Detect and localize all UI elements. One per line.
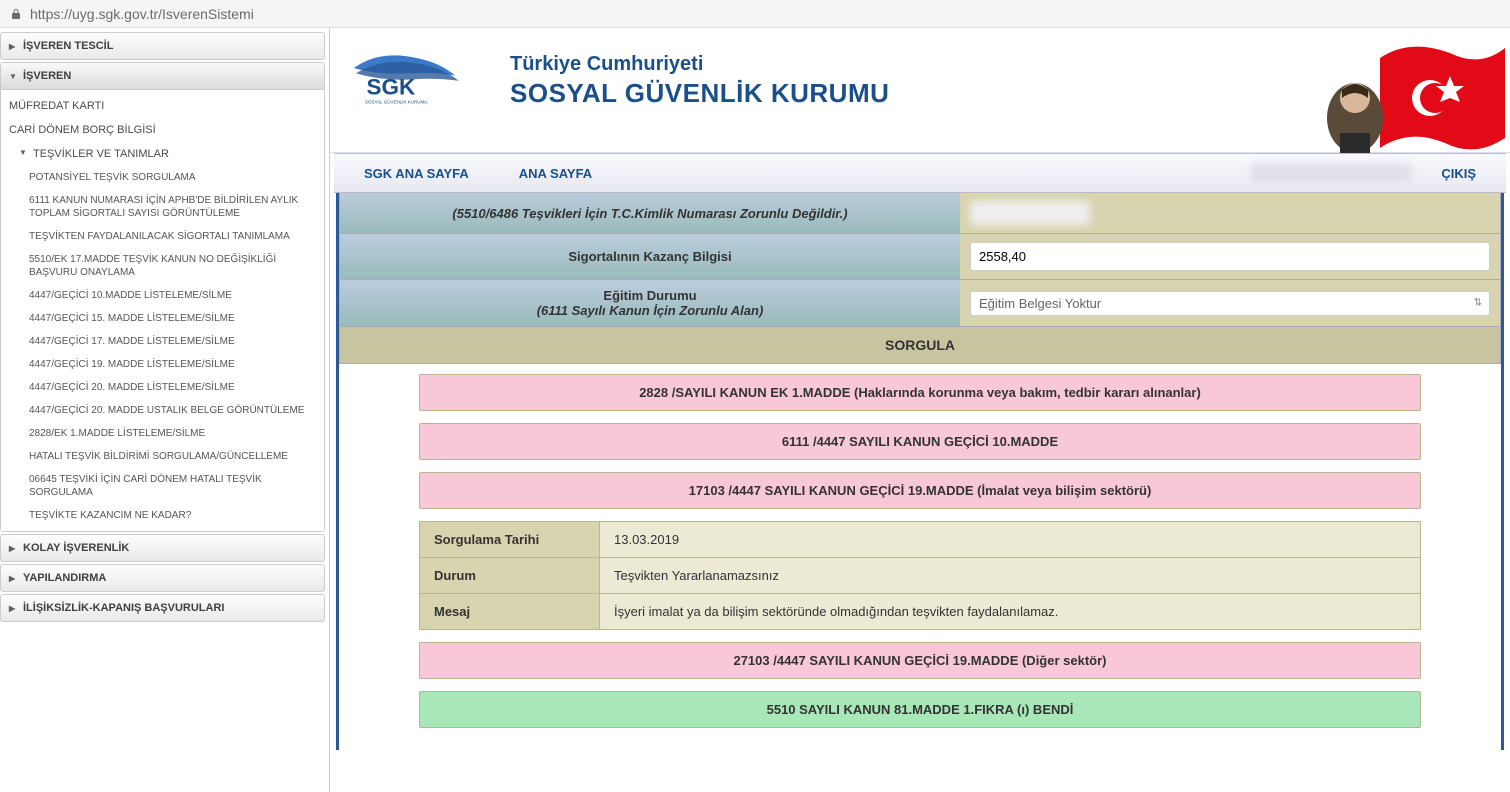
sidebar: ▶ İŞVEREN TESCİL ▼ İŞVEREN MÜFREDAT KARTI …	[0, 28, 330, 792]
chevron-right-icon: ▶	[9, 544, 19, 553]
detail-key: Durum	[420, 558, 600, 594]
detail-value: 13.03.2019	[600, 522, 1421, 558]
form-row-egitim: Eğitim Durumu (6111 Sayılı Kanun İçin Zo…	[339, 279, 1501, 327]
form-row-kazanc: Sigortalının Kazanç Bilgisi	[339, 233, 1501, 280]
sidebar-section-yapilandirma[interactable]: ▶ YAPILANDIRMA	[0, 564, 325, 592]
chevron-right-icon: ▶	[9, 574, 19, 583]
sidebar-leaf[interactable]: TEŞVİKTEN FAYDALANILACAK SİGORTALI TANIM…	[1, 225, 324, 248]
brand-bottom: SOSYAL GÜVENLİK KURUMU	[510, 78, 889, 109]
form-label-text: Sigortalının Kazanç Bilgisi	[350, 249, 950, 264]
result-bar-27103[interactable]: 27103 /4447 SAYILI KANUN GEÇİCİ 19.MADDE…	[419, 642, 1421, 679]
result-bar-17103[interactable]: 17103 /4447 SAYILI KANUN GEÇİCİ 19.MADDE…	[419, 472, 1421, 509]
logo-block: SGK SOSYAL GÜVENLİK KURUMU Türkiye Cumhu…	[350, 38, 889, 113]
detail-value: Teşvikten Yararlanamazsınız	[600, 558, 1421, 594]
chevron-right-icon: ▶	[9, 42, 19, 51]
blurred-value	[970, 201, 1090, 225]
sidebar-item-cari[interactable]: CARİ DÖNEM BORÇ BİLGİSİ	[1, 118, 324, 142]
detail-table: Sorgulama Tarihi 13.03.2019 Durum Teşvik…	[419, 521, 1421, 630]
form-row-tc: (5510/6486 Teşvikleri İçin T.C.Kimlik Nu…	[339, 193, 1501, 234]
sidebar-leaf[interactable]: 4447/GEÇİCİ 15. MADDE LİSTELEME/SİLME	[1, 307, 324, 330]
sidebar-section-label: İLİŞİKSİZLİK-KAPANIŞ BAŞVURULARI	[23, 602, 224, 614]
form-value-egitim: Eğitim Belgesi Yoktur ⇅	[960, 280, 1500, 326]
svg-text:SOSYAL GÜVENLİK KURUMU: SOSYAL GÜVENLİK KURUMU	[365, 98, 428, 104]
sidebar-leaf[interactable]: TEŞVİKTE KAZANCIM NE KADAR?	[1, 504, 324, 527]
nav-home[interactable]: ANA SAYFA	[519, 166, 592, 181]
sidebar-section-label: KOLAY İŞVERENLİK	[23, 542, 129, 554]
sidebar-leaf[interactable]: POTANSİYEL TEŞVİK SORGULAMA	[1, 166, 324, 189]
svg-text:SGK: SGK	[367, 74, 417, 99]
sidebar-item-mufredat[interactable]: MÜFREDAT KARTI	[1, 94, 324, 118]
sidebar-section-isveren[interactable]: ▼ İŞVEREN MÜFREDAT KARTI CARİ DÖNEM BORÇ …	[0, 62, 325, 532]
sidebar-leaf[interactable]: 4447/GEÇİCİ 17. MADDE LİSTELEME/SİLME	[1, 330, 324, 353]
sidebar-sub-label: TEŞVİKLER VE TANIMLAR	[33, 148, 169, 160]
form-sublabel: (5510/6486 Teşvikleri İçin T.C.Kimlik Nu…	[350, 206, 950, 221]
brand-top: Türkiye Cumhuriyeti	[510, 53, 889, 76]
table-row: Durum Teşvikten Yararlanamazsınız	[420, 558, 1421, 594]
sidebar-leaf[interactable]: HATALI TEŞVİK BİLDİRİMİ SORGULAMA/GÜNCEL…	[1, 445, 324, 468]
sidebar-sub-tesvikler[interactable]: ▼ TEŞVİKLER VE TANIMLAR	[1, 142, 324, 166]
results: 2828 /SAYILI KANUN EK 1.MADDE (Haklarınd…	[339, 364, 1501, 750]
table-row: Mesaj İşyeri imalat ya da bilişim sektör…	[420, 594, 1421, 630]
sidebar-leaf[interactable]: 4447/GEÇİCİ 20. MADDE LİSTELEME/SİLME	[1, 376, 324, 399]
sidebar-section-label: YAPILANDIRMA	[23, 572, 106, 584]
result-bar-5510[interactable]: 5510 SAYILI KANUN 81.MADDE 1.FIKRA (ı) B…	[419, 691, 1421, 728]
form-area: (5510/6486 Teşvikleri İçin T.C.Kimlik Nu…	[330, 193, 1510, 792]
sidebar-section-isveren-tescil[interactable]: ▶ İŞVEREN TESCİL	[0, 32, 325, 60]
chevron-down-icon: ▼	[9, 72, 19, 81]
form-label-text: Eğitim Durumu	[350, 288, 950, 303]
sorgula-button[interactable]: SORGULA	[339, 326, 1501, 364]
result-bar-2828[interactable]: 2828 /SAYILI KANUN EK 1.MADDE (Haklarınd…	[419, 374, 1421, 411]
lock-icon	[10, 8, 22, 20]
form-value-tc	[960, 193, 1500, 233]
form-label-egitim: Eğitim Durumu (6111 Sayılı Kanun İçin Zo…	[340, 280, 960, 326]
kazanc-input[interactable]	[970, 242, 1490, 271]
nav-bar: SGK ANA SAYFA ANA SAYFA ÇIKIŞ	[334, 153, 1506, 193]
chevron-right-icon: ▶	[9, 604, 19, 613]
flag-image	[1280, 28, 1510, 153]
sidebar-leaf[interactable]: 2828/EK 1.MADDE LİSTELEME/SİLME	[1, 422, 324, 445]
form-value-kazanc	[960, 234, 1500, 279]
sidebar-leaf[interactable]: 6111 KANUN NUMARASI İÇİN APHB'DE BİLDİRİ…	[1, 189, 324, 225]
sidebar-section-label: İŞVEREN	[23, 70, 71, 82]
content: SGK SOSYAL GÜVENLİK KURUMU Türkiye Cumhu…	[330, 28, 1510, 792]
sidebar-section-kolay[interactable]: ▶ KOLAY İŞVERENLİK	[0, 534, 325, 562]
nav-sgk-home[interactable]: SGK ANA SAYFA	[364, 166, 469, 181]
form-label-tc: (5510/6486 Teşvikleri İçin T.C.Kimlik Nu…	[340, 193, 960, 233]
sidebar-section-ilisiksizlik[interactable]: ▶ İLİŞİKSİZLİK-KAPANIŞ BAŞVURULARI	[0, 594, 325, 622]
form-label-kazanc: Sigortalının Kazanç Bilgisi	[340, 234, 960, 279]
detail-key: Mesaj	[420, 594, 600, 630]
sidebar-leaf[interactable]: 5510/EK 17.MADDE TEŞVİK KANUN NO DEĞİŞİK…	[1, 248, 324, 284]
sidebar-leaf[interactable]: 4447/GEÇİCİ 19. MADDE LİSTELEME/SİLME	[1, 353, 324, 376]
egitim-select[interactable]: Eğitim Belgesi Yoktur	[970, 291, 1490, 316]
detail-value: İşyeri imalat ya da bilişim sektöründe o…	[600, 594, 1421, 630]
chevron-down-icon: ▼	[19, 148, 29, 157]
table-row: Sorgulama Tarihi 13.03.2019	[420, 522, 1421, 558]
url-bar: https://uyg.sgk.gov.tr/IsverenSistemi	[0, 0, 1510, 28]
sgk-logo-icon: SGK SOSYAL GÜVENLİK KURUMU	[350, 38, 470, 113]
nav-user-blurred	[1251, 164, 1411, 182]
result-bar-6111[interactable]: 6111 /4447 SAYILI KANUN GEÇİCİ 10.MADDE	[419, 423, 1421, 460]
form-sublabel: (6111 Sayılı Kanun İçin Zorunlu Alan)	[350, 303, 950, 318]
header-banner: SGK SOSYAL GÜVENLİK KURUMU Türkiye Cumhu…	[330, 28, 1510, 153]
sidebar-section-label: İŞVEREN TESCİL	[23, 40, 113, 52]
nav-exit[interactable]: ÇIKIŞ	[1441, 166, 1476, 181]
sidebar-leaf[interactable]: 06645 TEŞVİKİ İÇİN CARİ DÖNEM HATALI TEŞ…	[1, 468, 324, 504]
sidebar-leaf[interactable]: 4447/GEÇİCİ 20. MADDE USTALIK BELGE GÖRÜ…	[1, 399, 324, 422]
detail-key: Sorgulama Tarihi	[420, 522, 600, 558]
sidebar-leaf[interactable]: 4447/GEÇİCİ 10.MADDE LİSTELEME/SİLME	[1, 284, 324, 307]
url-text: https://uyg.sgk.gov.tr/IsverenSistemi	[30, 6, 254, 22]
sidebar-body: MÜFREDAT KARTI CARİ DÖNEM BORÇ BİLGİSİ ▼…	[1, 90, 324, 531]
